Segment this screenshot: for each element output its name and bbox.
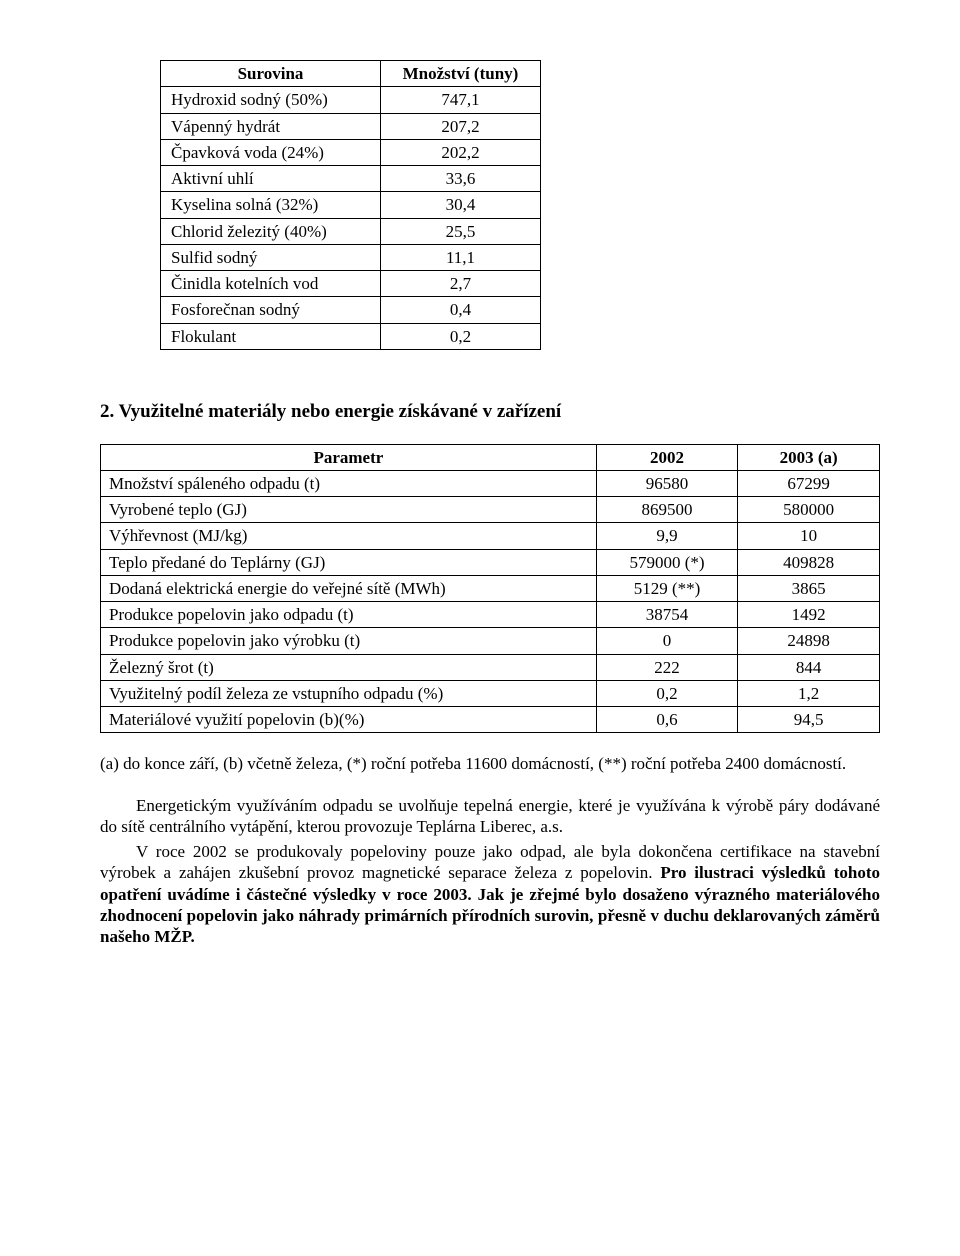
t1-cell-value: 747,1 (381, 87, 541, 113)
t2-cell-param: Dodaná elektrická energie do veřejné sít… (101, 575, 597, 601)
section-2-title: 2. Využitelné materiály nebo energie zís… (100, 400, 880, 424)
table-row: Čpavková voda (24%)202,2 (161, 139, 541, 165)
t1-cell-value: 33,6 (381, 166, 541, 192)
table-row: Vyrobené teplo (GJ)869500580000 (101, 497, 880, 523)
t1-cell-name: Flokulant (161, 323, 381, 349)
t2-cell-2002: 0,6 (596, 707, 738, 733)
table-row: Teplo předané do Teplárny (GJ)579000 (*)… (101, 549, 880, 575)
t2-cell-param: Využitelný podíl železa ze vstupního odp… (101, 680, 597, 706)
energy-materials-table: Parametr 2002 2003 (a) Množství spálenéh… (100, 444, 880, 734)
t2-cell-2003: 580000 (738, 497, 880, 523)
table-row: Vápenný hydrát207,2 (161, 113, 541, 139)
table-row: Výhřevnost (MJ/kg)9,910 (101, 523, 880, 549)
t1-cell-name: Hydroxid sodný (50%) (161, 87, 381, 113)
t2-cell-2002: 0 (596, 628, 738, 654)
t1-cell-value: 202,2 (381, 139, 541, 165)
t1-cell-value: 2,7 (381, 271, 541, 297)
t2-cell-2002: 869500 (596, 497, 738, 523)
t1-cell-name: Vápenný hydrát (161, 113, 381, 139)
table-row: Kyselina solná (32%)30,4 (161, 192, 541, 218)
raw-materials-table: Surovina Množství (tuny) Hydroxid sodný … (160, 60, 541, 350)
table-row: Fosforečnan sodný0,4 (161, 297, 541, 323)
t2-cell-2002: 96580 (596, 470, 738, 496)
table-row: Sulfid sodný11,1 (161, 244, 541, 270)
table-row: Dodaná elektrická energie do veřejné sít… (101, 575, 880, 601)
t2-cell-2003: 67299 (738, 470, 880, 496)
t1-cell-name: Aktivní uhlí (161, 166, 381, 192)
t2-cell-param: Vyrobené teplo (GJ) (101, 497, 597, 523)
table-row: Chlorid železitý (40%)25,5 (161, 218, 541, 244)
paragraph-energy: Energetickým využíváním odpadu se uvolňu… (100, 795, 880, 838)
t1-cell-name: Kyselina solná (32%) (161, 192, 381, 218)
t1-cell-name: Čpavková voda (24%) (161, 139, 381, 165)
t1-header-mnozstvi: Množství (tuny) (381, 61, 541, 87)
t2-cell-2003: 844 (738, 654, 880, 680)
t2-cell-2002: 38754 (596, 602, 738, 628)
t2-cell-2002: 9,9 (596, 523, 738, 549)
t2-cell-2002: 222 (596, 654, 738, 680)
t1-header-surovina: Surovina (161, 61, 381, 87)
table-row: Flokulant0,2 (161, 323, 541, 349)
t2-cell-2002: 5129 (**) (596, 575, 738, 601)
t1-cell-value: 30,4 (381, 192, 541, 218)
t2-header-2002: 2002 (596, 444, 738, 470)
t2-cell-2003: 3865 (738, 575, 880, 601)
t1-cell-name: Sulfid sodný (161, 244, 381, 270)
t2-header-parametr: Parametr (101, 444, 597, 470)
table-row: Materiálové využití popelovin (b)(%)0,69… (101, 707, 880, 733)
t2-cell-2002: 0,2 (596, 680, 738, 706)
t2-cell-param: Produkce popelovin jako výrobku (t) (101, 628, 597, 654)
t2-cell-2003: 409828 (738, 549, 880, 575)
table-row: Produkce popelovin jako výrobku (t)02489… (101, 628, 880, 654)
t1-cell-value: 0,4 (381, 297, 541, 323)
t2-cell-2003: 10 (738, 523, 880, 549)
t2-cell-param: Teplo předané do Teplárny (GJ) (101, 549, 597, 575)
t2-header-2003: 2003 (a) (738, 444, 880, 470)
t1-cell-name: Fosforečnan sodný (161, 297, 381, 323)
t2-cell-param: Produkce popelovin jako odpadu (t) (101, 602, 597, 628)
t2-cell-2003: 1,2 (738, 680, 880, 706)
t1-cell-value: 11,1 (381, 244, 541, 270)
t2-cell-param: Výhřevnost (MJ/kg) (101, 523, 597, 549)
table-row: Hydroxid sodný (50%)747,1 (161, 87, 541, 113)
t2-cell-param: Množství spáleného odpadu (t) (101, 470, 597, 496)
table-row: Činidla kotelních vod2,7 (161, 271, 541, 297)
t1-cell-value: 207,2 (381, 113, 541, 139)
paragraph-popeloviny: V roce 2002 se produkovaly popeloviny po… (100, 841, 880, 947)
t1-cell-name: Chlorid železitý (40%) (161, 218, 381, 244)
table-row: Železný šrot (t)222844 (101, 654, 880, 680)
t1-cell-value: 0,2 (381, 323, 541, 349)
t2-cell-param: Železný šrot (t) (101, 654, 597, 680)
table-row: Využitelný podíl železa ze vstupního odp… (101, 680, 880, 706)
t1-cell-value: 25,5 (381, 218, 541, 244)
t1-cell-name: Činidla kotelních vod (161, 271, 381, 297)
table-row: Množství spáleného odpadu (t)9658067299 (101, 470, 880, 496)
t2-cell-2003: 24898 (738, 628, 880, 654)
t2-cell-2003: 94,5 (738, 707, 880, 733)
table-footnote: (a) do konce září, (b) včetně železa, (*… (100, 753, 880, 774)
t2-cell-2002: 579000 (*) (596, 549, 738, 575)
t2-cell-2003: 1492 (738, 602, 880, 628)
table-row: Produkce popelovin jako odpadu (t)387541… (101, 602, 880, 628)
t2-cell-param: Materiálové využití popelovin (b)(%) (101, 707, 597, 733)
table-row: Aktivní uhlí33,6 (161, 166, 541, 192)
